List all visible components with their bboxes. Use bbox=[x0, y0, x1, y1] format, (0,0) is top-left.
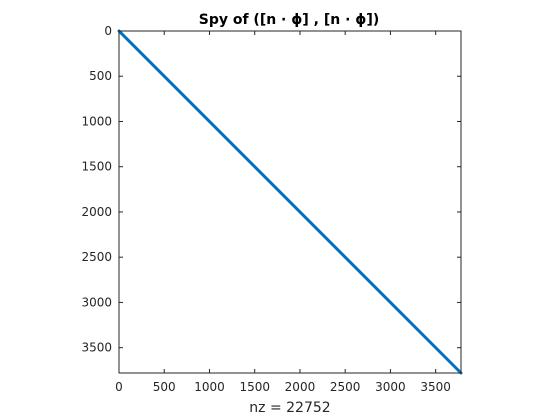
x-tick-label: 1500 bbox=[239, 380, 270, 394]
x-tick-label: 500 bbox=[153, 380, 176, 394]
y-tick-label: 3000 bbox=[81, 295, 112, 309]
x-axis-label: nz = 22752 bbox=[249, 400, 330, 416]
y-tick-label: 0 bbox=[104, 24, 112, 38]
x-tick-label: 3000 bbox=[375, 380, 406, 394]
axes-box bbox=[118, 30, 462, 374]
x-tick-label: 2500 bbox=[330, 380, 361, 394]
y-tick-label: 2000 bbox=[81, 205, 112, 219]
data-layer bbox=[117, 29, 463, 375]
y-tick-label: 500 bbox=[89, 69, 112, 83]
x-tick-label: 3500 bbox=[420, 380, 451, 394]
spy-nonzero-band-0 bbox=[117, 29, 463, 375]
chart-title: Spy of ([n · ϕ]̃ , [n · ϕ]̃) bbox=[199, 12, 380, 28]
x-tick-label: 2000 bbox=[285, 380, 316, 394]
y-tick-label: 3500 bbox=[81, 341, 112, 355]
x-tick-label: 0 bbox=[115, 380, 123, 394]
x-tick-label: 1000 bbox=[194, 380, 225, 394]
y-tick-label: 1000 bbox=[81, 114, 112, 128]
x-axis: 0 500 1000 1500 2000 2500 3000 3500 bbox=[115, 31, 451, 394]
y-tick-label: 2500 bbox=[81, 250, 112, 264]
y-tick-label: 1500 bbox=[81, 160, 112, 174]
y-axis: 0 500 1000 1500 2000 2500 3000 3500 bbox=[81, 24, 461, 355]
